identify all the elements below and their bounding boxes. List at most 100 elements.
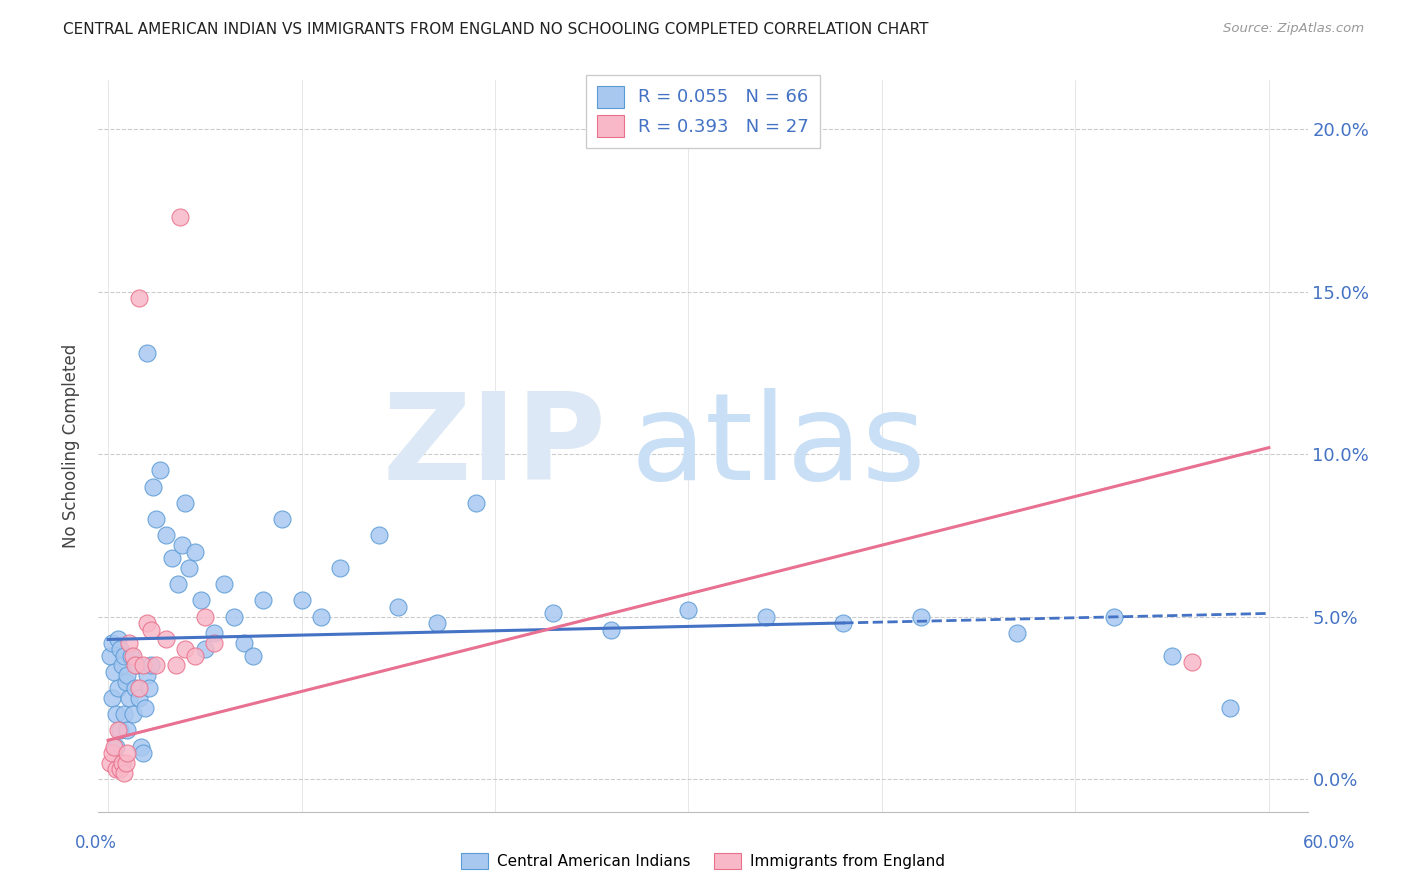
Legend: Central American Indians, Immigrants from England: Central American Indians, Immigrants fro… [454,847,952,875]
Point [117,746,139,760]
Text: atlas: atlas [630,387,927,505]
Point [134,700,156,714]
Point [309,609,332,624]
Point [124,681,146,696]
Point [111,756,134,770]
Point [368,528,391,542]
Point [170,538,193,552]
Point [271,512,294,526]
Point [101,690,124,705]
Point [111,756,134,770]
Point [128,690,150,705]
Text: ZIP: ZIP [382,387,606,505]
Point [184,544,207,558]
Point [127,658,149,673]
Point [204,626,226,640]
Point [112,707,135,722]
Point [108,642,131,657]
Y-axis label: No Schooling Completed: No Schooling Completed [62,344,80,548]
Point [600,623,623,637]
Point [166,577,188,591]
Point [1180,655,1202,669]
Point [149,463,172,477]
Point [108,763,131,777]
Point [155,632,177,647]
Point [135,346,157,360]
Point [678,603,700,617]
Point [104,707,127,722]
Point [129,739,152,754]
Point [174,496,197,510]
Point [194,642,217,657]
Point [184,648,207,663]
Point [112,765,135,780]
Point [145,512,167,526]
Point [232,635,254,649]
Point [194,609,217,624]
Point [755,609,778,624]
Point [112,648,135,663]
Point [117,668,139,682]
Text: Source: ZipAtlas.com: Source: ZipAtlas.com [1223,22,1364,36]
Point [252,593,274,607]
Point [832,616,855,631]
Point [111,658,134,673]
Point [118,690,141,705]
Point [128,291,150,305]
Point [1102,609,1125,624]
Point [135,616,157,631]
Text: CENTRAL AMERICAN INDIAN VS IMMIGRANTS FROM ENGLAND NO SCHOOLING COMPLETED CORREL: CENTRAL AMERICAN INDIAN VS IMMIGRANTS FR… [63,22,929,37]
Point [128,681,150,696]
Point [103,739,125,754]
Point [1007,626,1029,640]
Point [118,635,141,649]
Point [107,681,129,696]
Point [290,593,312,607]
Point [132,658,155,673]
Point [107,632,129,647]
Point [464,496,486,510]
Point [132,746,155,760]
Point [1219,700,1241,714]
Point [910,609,932,624]
Text: 0.0%: 0.0% [75,834,117,852]
Point [114,756,136,770]
Legend: R = 0.055   N = 66, R = 0.393   N = 27: R = 0.055 N = 66, R = 0.393 N = 27 [586,75,820,147]
Point [145,658,167,673]
Point [242,648,264,663]
Point [107,723,129,738]
Point [169,210,191,224]
Point [104,763,127,777]
Point [122,648,145,663]
Point [139,623,162,637]
Point [174,642,197,657]
Point [426,616,449,631]
Point [222,609,245,624]
Point [155,528,177,542]
Point [98,648,121,663]
Point [117,723,139,738]
Point [212,577,235,591]
Point [103,665,125,679]
Point [204,635,226,649]
Point [179,561,201,575]
Point [101,746,124,760]
Point [124,658,146,673]
Point [138,681,160,696]
Point [114,674,136,689]
Text: 60.0%: 60.0% [1302,834,1355,852]
Point [139,658,162,673]
Point [108,723,131,738]
Point [165,658,187,673]
Point [541,607,564,621]
Point [142,480,165,494]
Point [101,635,124,649]
Point [120,648,142,663]
Point [329,561,352,575]
Point [122,707,145,722]
Point [135,668,157,682]
Point [98,756,121,770]
Point [387,599,409,614]
Point [190,593,212,607]
Point [104,739,127,754]
